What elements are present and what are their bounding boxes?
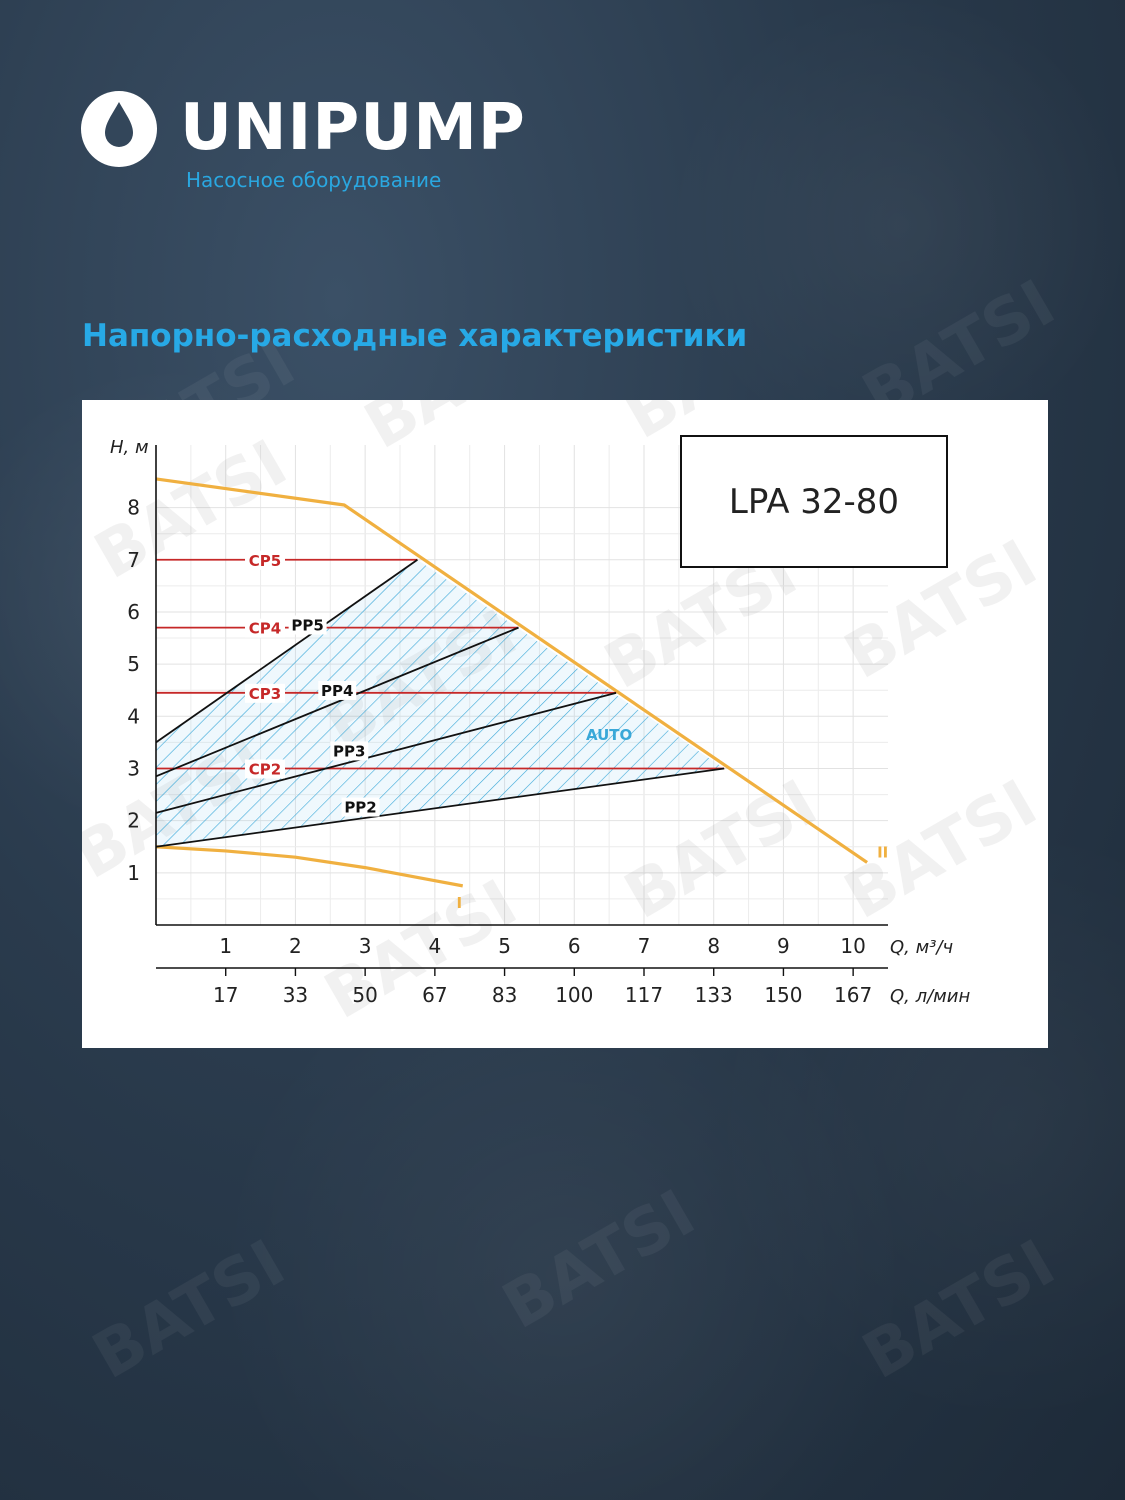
x-tick-label: 4 (428, 934, 441, 958)
series-label-pp5: PP5 (291, 616, 323, 634)
series-line-i (155, 845, 464, 888)
watermark-text: BATSI (353, 400, 569, 464)
pp-label-background (330, 741, 369, 761)
x-axis-title: Q, м³/ч (890, 937, 953, 958)
y-tick-label: 4 (127, 704, 140, 728)
series-label-pp3: PP3 (333, 742, 365, 760)
auto-region (156, 559, 725, 847)
series-label-ii: II (877, 843, 888, 861)
model-title: LPA 32-80 (729, 482, 899, 522)
cp-label-background (245, 759, 285, 779)
series-label-i: I (456, 894, 462, 912)
y-tick-label: 5 (127, 652, 140, 676)
series-label-pp4: PP4 (321, 682, 353, 700)
performance-chart: BATSI BATSI BATSI BATSI BATSI BATSI BATS… (82, 400, 1048, 1034)
watermark-text: BATSI (491, 1176, 707, 1344)
x-tick-label: 10 (840, 934, 865, 958)
pp-label-background (318, 680, 357, 700)
pp-label-background (288, 615, 327, 635)
chart-panel: BATSI BATSI BATSI BATSI BATSI BATSI BATS… (82, 400, 1048, 1048)
series-line-pp3 (155, 691, 617, 814)
x-tick-label: 9 (777, 934, 790, 958)
watermark-text: BATSI (833, 766, 1048, 934)
y-tick-label: 7 (127, 548, 140, 572)
series-label-cp3: CP3 (249, 685, 281, 703)
x2-tick-label: 133 (695, 983, 733, 1007)
model-box (680, 435, 948, 568)
series-label-cp2: CP2 (249, 760, 281, 778)
series-label-cp5: CP5 (249, 552, 281, 570)
brand-subtitle: Насосное оборудование (186, 168, 442, 192)
cp-label-background (245, 618, 285, 638)
x-tick-label: 8 (707, 934, 720, 958)
x-tick-label: 7 (638, 934, 651, 958)
cp-label-background (245, 550, 285, 570)
x2-tick-label: 33 (283, 983, 308, 1007)
x2-tick-label: 150 (764, 983, 802, 1007)
cp-label-background (245, 683, 285, 703)
series-label-pp2: PP2 (344, 799, 376, 817)
series-line-pp5 (155, 559, 418, 744)
series-line-ii (155, 477, 868, 864)
y-tick-label: 2 (127, 809, 140, 833)
watermark-text: BATSI (613, 766, 829, 934)
auto-region-label: AUTO (586, 726, 632, 744)
x2-tick-label: 50 (352, 983, 377, 1007)
y-tick-label: 3 (127, 756, 140, 780)
watermark-text: BATSI (851, 1226, 1067, 1394)
y-tick-label: 1 (127, 861, 140, 885)
x2-tick-label: 167 (834, 983, 872, 1007)
y-tick-label: 8 (127, 496, 140, 520)
series-label-cp4: CP4 (249, 620, 281, 638)
x2-tick-label: 117 (625, 983, 663, 1007)
watermark-text: BATSI (313, 866, 529, 1034)
x2-tick-label: 67 (422, 983, 447, 1007)
series-line-pp2 (155, 767, 725, 848)
x-tick-label: 5 (498, 934, 511, 958)
watermark-text: BATSI (81, 1226, 297, 1394)
y-tick-label: 6 (127, 600, 140, 624)
brand-logo: UNIPUMP Насосное оборудование (78, 86, 548, 196)
x2-tick-label: 17 (213, 983, 238, 1007)
y-axis-title: H, м (110, 437, 149, 458)
brand-name: UNIPUMP (180, 91, 526, 165)
x-tick-label: 2 (289, 934, 302, 958)
pp-label-background (341, 797, 380, 817)
page-title: Напорно-расходные характеристики (82, 318, 748, 354)
x-tick-label: 1 (219, 934, 232, 958)
x-tick-label: 3 (359, 934, 372, 958)
series-line-pp4 (155, 626, 519, 778)
x2-axis-title: Q, л/мин (890, 986, 970, 1007)
x2-tick-label: 83 (492, 983, 517, 1007)
x2-tick-label: 100 (555, 983, 593, 1007)
x-tick-label: 6 (568, 934, 581, 958)
water-drop-icon (81, 91, 157, 167)
chart-marks (155, 477, 868, 888)
